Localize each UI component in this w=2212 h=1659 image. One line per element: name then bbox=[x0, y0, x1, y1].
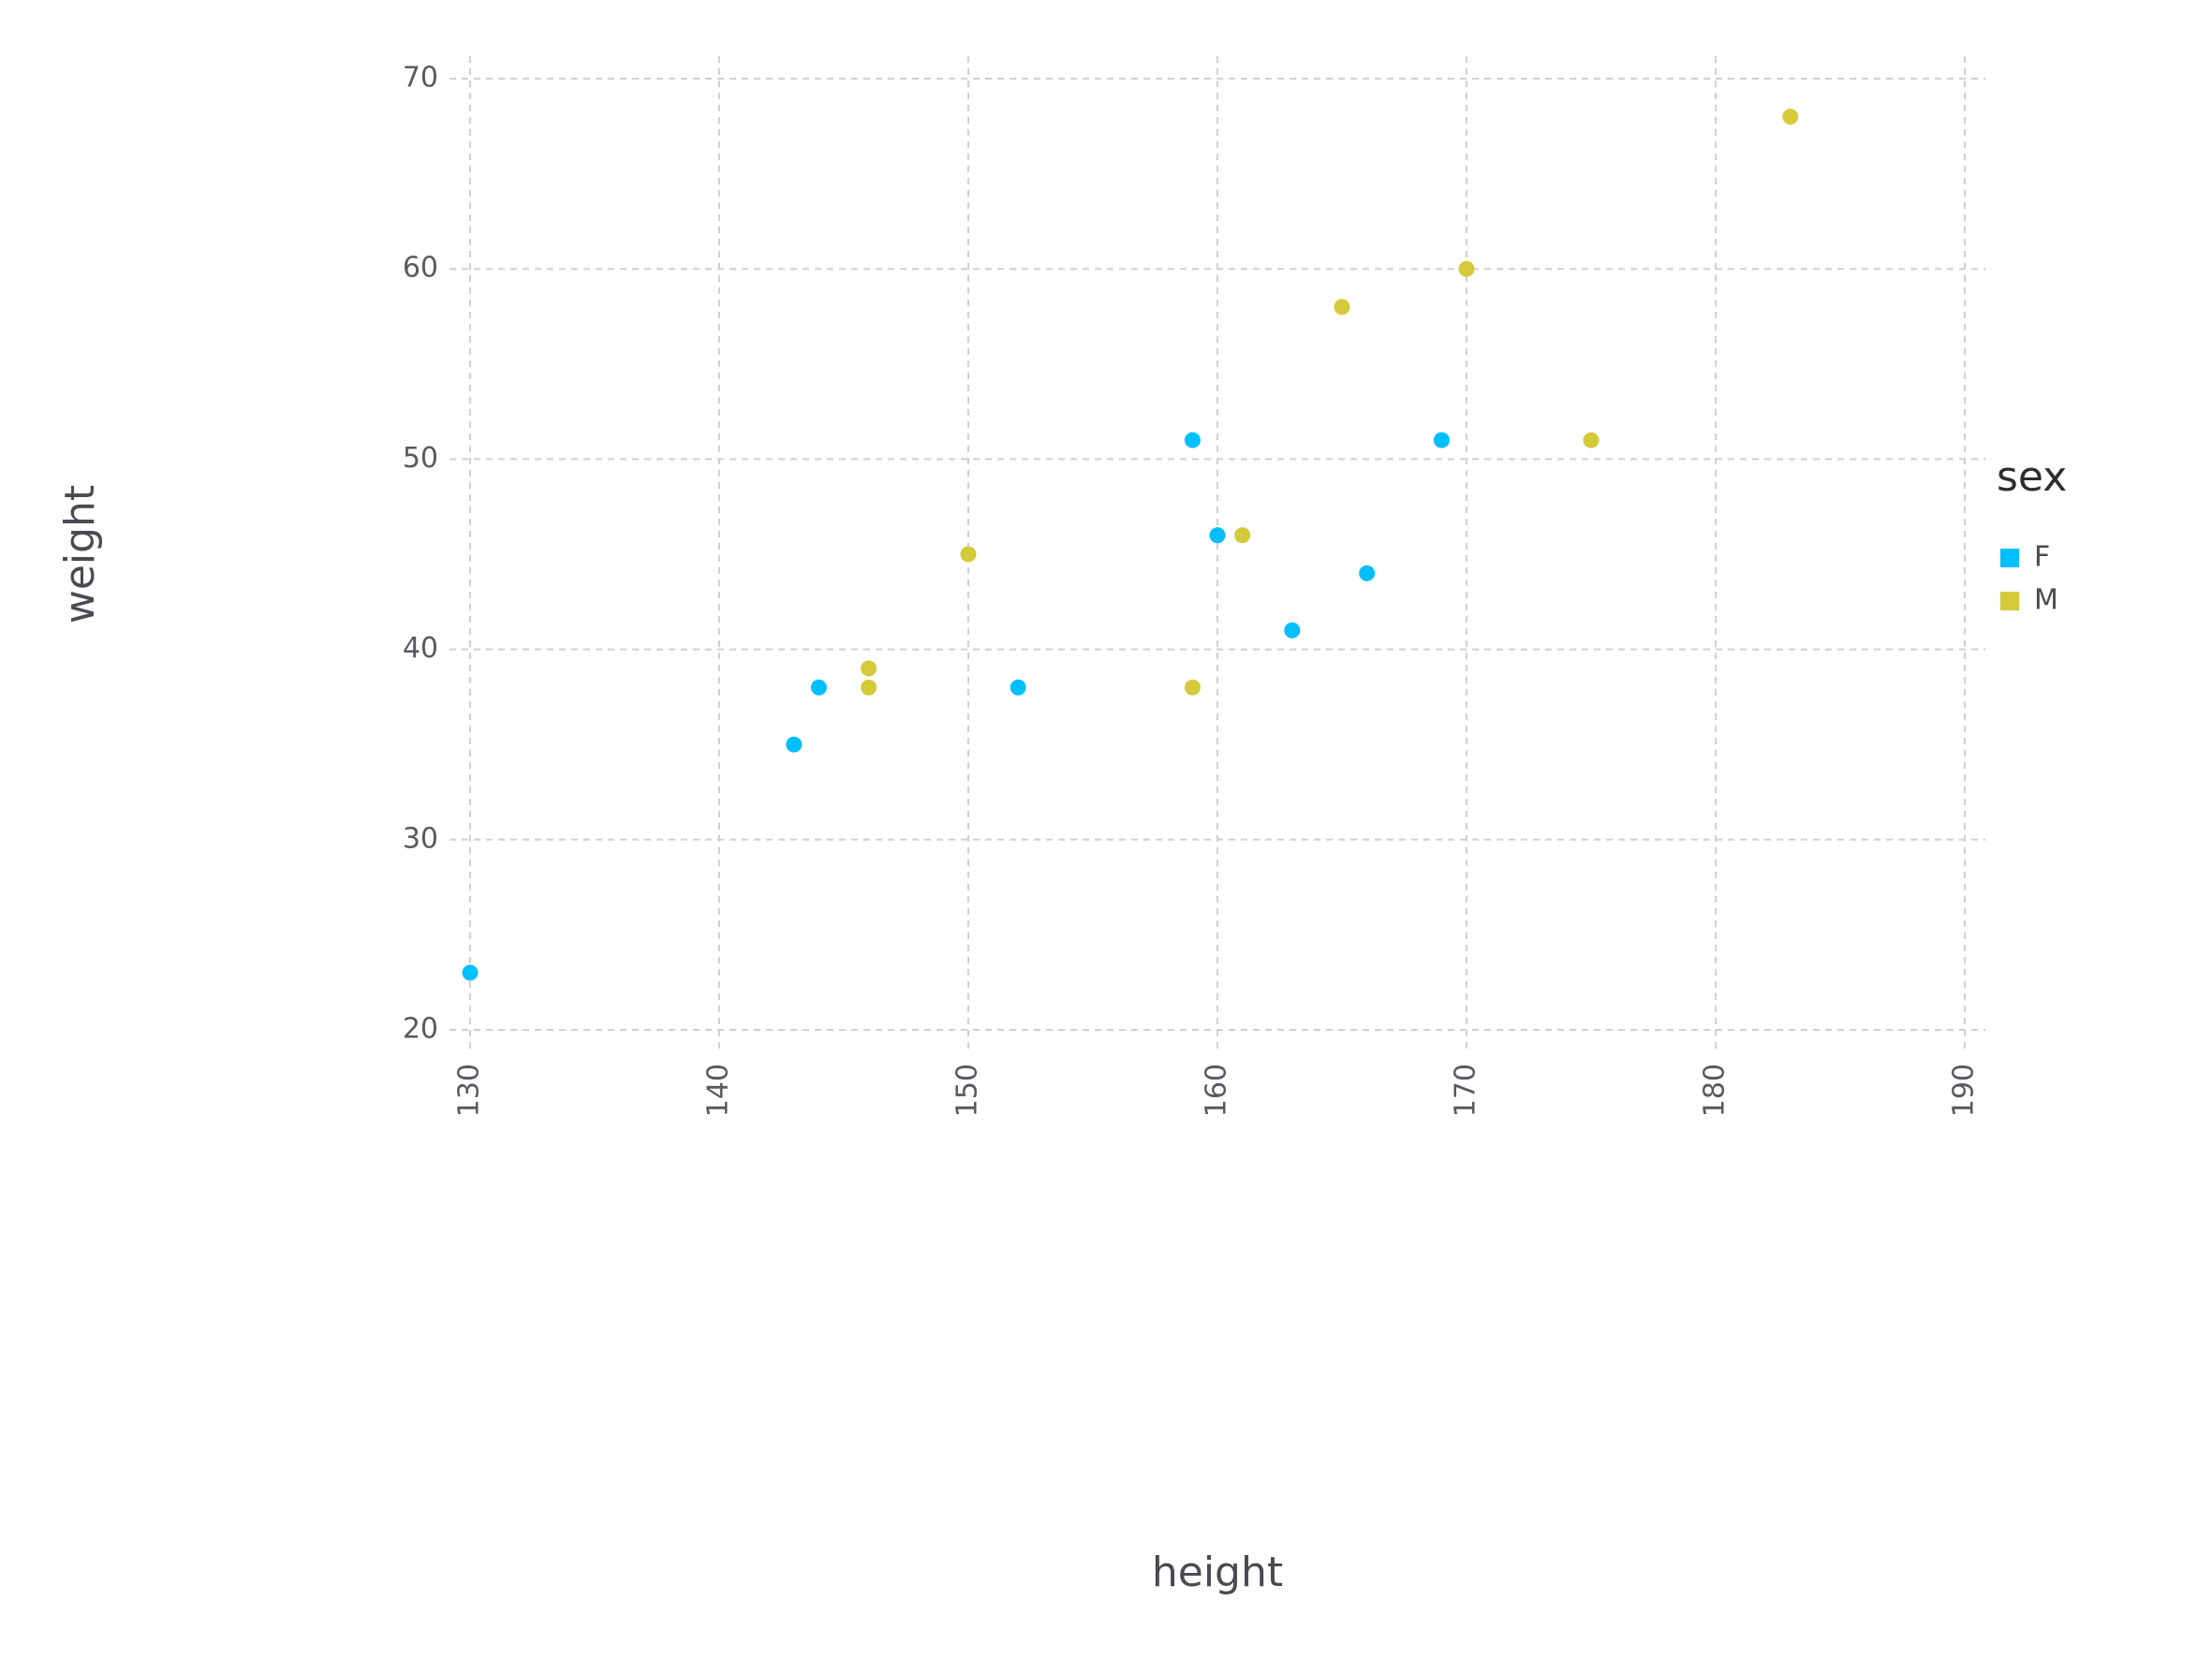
data-point-f bbox=[1284, 622, 1301, 639]
grid-lines bbox=[450, 56, 1985, 1052]
legend-title: sex bbox=[1997, 453, 2067, 501]
y-axis-ticks: 20 30 40 50 60 70 bbox=[403, 62, 438, 1046]
data-point-m bbox=[1234, 527, 1251, 544]
data-point-m bbox=[1184, 679, 1201, 696]
y-tick-label: 20 bbox=[403, 1013, 438, 1046]
y-tick-label: 60 bbox=[403, 252, 438, 285]
x-tick-label: 170 bbox=[1450, 1064, 1482, 1117]
x-axis-title: height bbox=[1152, 1549, 1283, 1596]
legend-label-m: M bbox=[2034, 584, 2058, 617]
data-point-f bbox=[810, 679, 827, 696]
y-axis-title: weight bbox=[56, 485, 104, 624]
legend-swatch-m bbox=[2000, 592, 2019, 610]
legend-swatch-f bbox=[2000, 549, 2019, 567]
legend-label-f: F bbox=[2034, 541, 2050, 574]
data-point-f bbox=[1010, 679, 1026, 696]
data-point-m bbox=[1458, 260, 1475, 277]
x-tick-label: 180 bbox=[1699, 1064, 1732, 1117]
data-point-f bbox=[1209, 527, 1226, 544]
data-point-f bbox=[1433, 432, 1450, 448]
data-point-m bbox=[1782, 109, 1799, 125]
legend-items: FM bbox=[2000, 541, 2058, 617]
data-point-m bbox=[1583, 432, 1600, 448]
data-point-f bbox=[786, 736, 803, 753]
x-tick-label: 150 bbox=[951, 1064, 984, 1117]
data-point-m bbox=[1334, 299, 1350, 316]
data-point-f bbox=[462, 964, 479, 981]
data-point-m bbox=[861, 679, 877, 696]
x-tick-label: 190 bbox=[1948, 1064, 1981, 1117]
legend: sex FM bbox=[1997, 453, 2067, 617]
data-point-f bbox=[1359, 565, 1376, 581]
y-tick-label: 30 bbox=[403, 822, 438, 855]
x-axis-ticks: 130 140 150 160 170 180 190 bbox=[453, 1064, 1981, 1117]
y-tick-label: 50 bbox=[403, 442, 438, 475]
x-tick-label: 130 bbox=[453, 1064, 486, 1117]
x-tick-label: 160 bbox=[1201, 1064, 1233, 1117]
y-tick-label: 40 bbox=[403, 632, 438, 665]
data-points bbox=[462, 109, 1799, 981]
y-tick-label: 70 bbox=[403, 62, 438, 95]
data-point-m bbox=[861, 660, 877, 677]
data-point-f bbox=[1184, 432, 1201, 448]
x-tick-label: 140 bbox=[702, 1064, 735, 1117]
data-point-m bbox=[960, 546, 977, 563]
